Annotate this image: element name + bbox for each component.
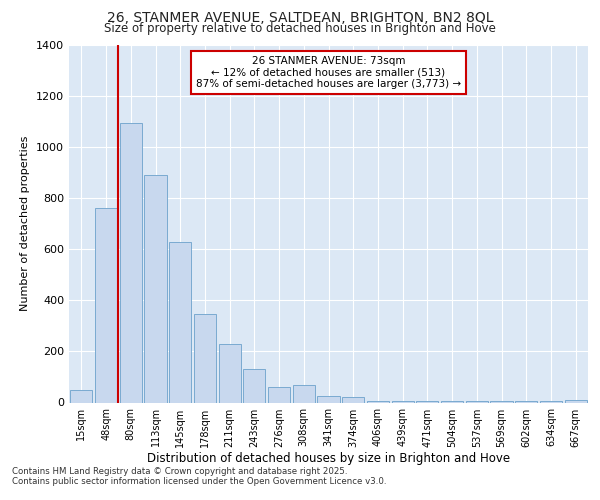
Bar: [95, 208, 117, 402]
Bar: [441, 401, 463, 402]
Bar: [565, 400, 587, 402]
Bar: [145, 175, 167, 402]
Bar: [367, 401, 389, 402]
Bar: [342, 398, 364, 402]
Bar: [169, 242, 191, 402]
Bar: [540, 401, 562, 402]
Bar: [490, 401, 512, 402]
Text: 26 STANMER AVENUE: 73sqm
← 12% of detached houses are smaller (513)
87% of semi-: 26 STANMER AVENUE: 73sqm ← 12% of detach…: [196, 56, 461, 89]
Bar: [70, 390, 92, 402]
Text: Contains public sector information licensed under the Open Government Licence v3: Contains public sector information licen…: [12, 477, 386, 486]
Bar: [515, 401, 538, 402]
X-axis label: Distribution of detached houses by size in Brighton and Hove: Distribution of detached houses by size …: [147, 452, 510, 466]
Bar: [293, 384, 315, 402]
Text: Contains HM Land Registry data © Crown copyright and database right 2025.: Contains HM Land Registry data © Crown c…: [12, 467, 347, 476]
Bar: [268, 387, 290, 402]
Bar: [466, 401, 488, 402]
Y-axis label: Number of detached properties: Number of detached properties: [20, 136, 31, 312]
Bar: [416, 401, 439, 402]
Bar: [194, 314, 216, 402]
Bar: [243, 370, 265, 402]
Text: Size of property relative to detached houses in Brighton and Hove: Size of property relative to detached ho…: [104, 22, 496, 35]
Text: 26, STANMER AVENUE, SALTDEAN, BRIGHTON, BN2 8QL: 26, STANMER AVENUE, SALTDEAN, BRIGHTON, …: [107, 11, 493, 25]
Bar: [119, 123, 142, 402]
Bar: [392, 401, 414, 402]
Bar: [218, 344, 241, 403]
Bar: [317, 396, 340, 402]
